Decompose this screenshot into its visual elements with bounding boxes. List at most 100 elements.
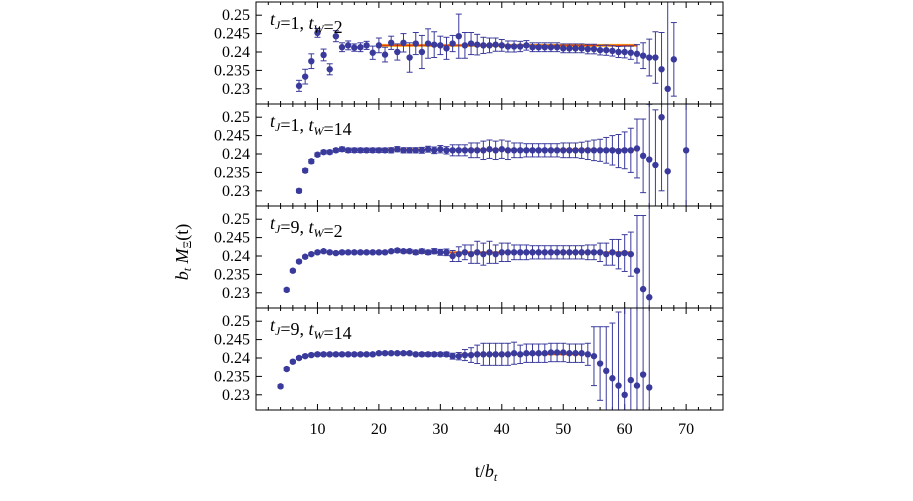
data-point (664, 104, 671, 206)
marker (609, 375, 616, 382)
data-point (504, 140, 512, 161)
data-point (418, 146, 426, 154)
data-point (504, 342, 512, 366)
marker (314, 351, 321, 358)
marker (455, 32, 462, 40)
data-point (510, 142, 518, 159)
marker (351, 249, 358, 256)
marker (529, 147, 536, 154)
marker (430, 248, 438, 255)
marker (381, 249, 389, 256)
data-point (387, 248, 395, 255)
marker (283, 365, 290, 373)
data-point (437, 35, 444, 56)
data-point (627, 231, 635, 277)
marker (572, 249, 579, 256)
marker (504, 147, 512, 154)
marker (387, 350, 395, 357)
marker (369, 249, 376, 256)
data-point (517, 344, 524, 365)
marker (603, 367, 610, 375)
marker (467, 147, 475, 154)
data-point (596, 44, 604, 56)
data-point (449, 34, 456, 53)
marker (590, 147, 598, 154)
panel-frame (255, 307, 724, 411)
marker (338, 44, 346, 51)
data-point (529, 42, 536, 53)
data-point (584, 244, 592, 261)
marker (406, 248, 413, 255)
data-point (301, 253, 309, 260)
marker (498, 42, 505, 49)
data-point (584, 43, 592, 55)
y-tick-label: 0.25 (222, 313, 250, 330)
data-point (566, 142, 573, 159)
data-point (529, 143, 536, 158)
data-point (646, 206, 653, 308)
marker (418, 248, 426, 255)
marker (412, 351, 419, 358)
marker (400, 39, 407, 46)
data-point (375, 37, 383, 54)
marker (301, 167, 309, 174)
marker (603, 147, 610, 154)
marker (344, 42, 352, 49)
marker (621, 249, 628, 257)
marker (338, 249, 346, 256)
marker (424, 146, 432, 153)
marker (646, 384, 653, 391)
data-point (541, 343, 549, 363)
data-point (283, 365, 290, 373)
marker (418, 147, 426, 154)
data-point (590, 43, 598, 55)
marker (406, 147, 413, 154)
data-point (498, 139, 505, 159)
marker (492, 147, 499, 154)
marker (351, 147, 358, 154)
data-point (308, 53, 315, 70)
panel-plot-area (277, 308, 653, 410)
data-point (332, 351, 340, 358)
data-point (326, 351, 333, 358)
data-point (363, 351, 370, 358)
marker (682, 147, 690, 154)
marker (596, 360, 604, 367)
data-point (400, 33, 407, 53)
x-tick-label: 40 (494, 421, 510, 438)
marker (553, 44, 561, 51)
marker (332, 249, 340, 257)
marker (295, 82, 303, 90)
marker (295, 354, 303, 362)
marker (541, 350, 549, 357)
data-point (492, 37, 499, 52)
data-point (578, 141, 585, 159)
data-point (639, 308, 647, 410)
marker (547, 44, 555, 51)
marker (320, 148, 327, 156)
marker (344, 351, 352, 358)
x-tick-label: 10 (309, 421, 325, 438)
marker (492, 250, 499, 258)
marker (498, 146, 505, 153)
data-point (406, 147, 413, 154)
data-point (301, 68, 309, 85)
marker (381, 51, 389, 58)
marker (480, 147, 487, 154)
marker (332, 351, 340, 358)
marker (437, 146, 444, 153)
data-point (461, 244, 469, 261)
marker (584, 249, 592, 256)
marker (461, 249, 469, 256)
marker (406, 54, 413, 61)
marker (566, 350, 573, 357)
marker (308, 250, 315, 258)
data-point (381, 350, 389, 357)
marker (406, 350, 413, 357)
data-point (332, 249, 340, 257)
data-point (412, 147, 419, 154)
marker (295, 258, 303, 265)
y-tick-label: 0.235 (214, 266, 250, 283)
y-tick-label: 0.24 (222, 350, 250, 367)
data-point (461, 349, 469, 362)
